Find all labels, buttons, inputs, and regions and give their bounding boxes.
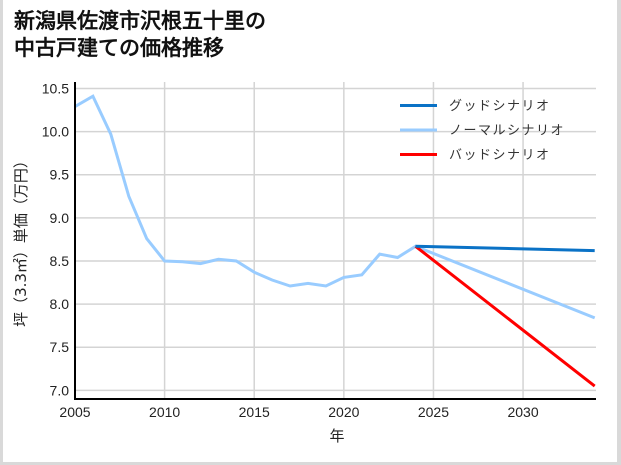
x-tick-label: 2010 [149,404,180,420]
x-tick-label: 2005 [59,404,90,420]
data-lines [74,94,596,388]
normal-scenario-line [74,94,596,320]
x-tick-label: 2015 [239,404,270,420]
legend: グッドシナリオ ノーマルシナリオ バッドシナリオ [400,99,565,163]
x-axis-label: 年 [329,427,344,445]
x-tick-labels: 2005 2010 2015 2020 2025 2030 [59,404,538,420]
y-tick-label: 10.5 [42,80,69,96]
y-tick-label: 8.0 [50,296,70,312]
x-tick-label: 2025 [418,404,449,420]
x-tick-label: 2020 [328,404,359,420]
chart-title: 新潟県佐渡市沢根五十里の 中古戸建ての価格推移 [14,9,266,60]
y-tick-label: 9.0 [50,210,70,226]
legend-item-good: グッドシナリオ [400,99,551,114]
y-tick-label: 10.0 [42,124,69,140]
legend-item-bad: バッドシナリオ [400,148,551,163]
good-scenario-line [415,244,595,253]
y-axis-label: 坪（3.3㎡）単価（万円） [12,153,30,327]
legend-item-normal: ノーマルシナリオ [400,124,565,139]
y-tick-labels: 7.0 7.5 8.0 8.5 9.0 9.5 10.0 10.5 [42,80,69,398]
grid-lines [74,82,596,399]
y-tick-label: 9.5 [50,167,70,183]
y-tick-label: 7.5 [50,339,70,355]
axes [74,82,596,400]
y-tick-label: 7.0 [50,382,70,398]
bad-scenario-line [414,245,596,388]
legend-label-normal: ノーマルシナリオ [449,124,565,139]
legend-label-bad: バッドシナリオ [449,148,551,163]
x-tick-label: 2030 [507,404,538,420]
y-tick-label: 8.5 [50,253,70,269]
legend-label-good: グッドシナリオ [449,99,551,114]
